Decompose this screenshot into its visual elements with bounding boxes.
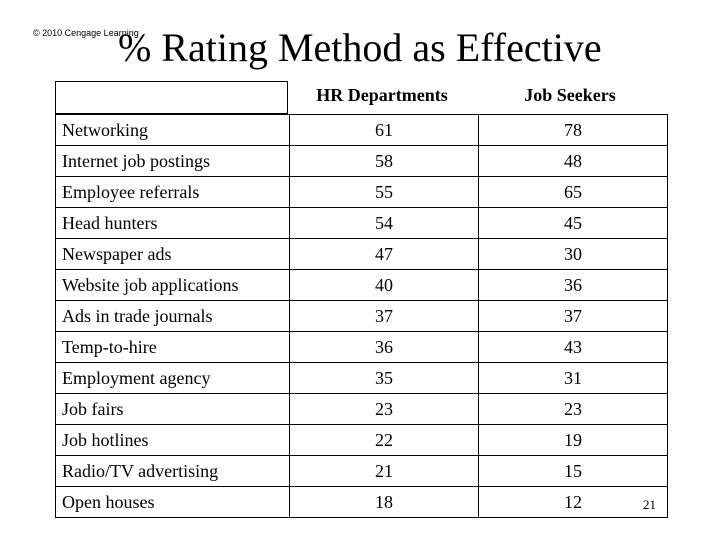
hr-value-cell: 35: [289, 362, 479, 394]
table-row: Internet job postings 58 48: [55, 145, 668, 177]
seekers-value-cell: 23: [478, 393, 668, 425]
hr-value-cell: 18: [289, 486, 479, 518]
column-header-job-seekers: Job Seekers: [524, 85, 616, 105]
seekers-value-cell: 30: [478, 238, 668, 270]
seekers-value-cell: 37: [478, 300, 668, 332]
seekers-value-cell: 45: [478, 207, 668, 239]
hr-value-cell: 40: [289, 269, 479, 301]
method-cell: Networking: [55, 114, 290, 146]
hr-value-cell: 21: [289, 455, 479, 487]
method-cell: Job hotlines: [55, 424, 290, 456]
table-header: HR Departments Job Seekers: [55, 78, 664, 114]
method-cell: Temp-to-hire: [55, 331, 290, 363]
table-row: Open houses 18 12: [55, 486, 668, 518]
table-row: Newspaper ads 47 30: [55, 238, 668, 270]
method-cell: Radio/TV advertising: [55, 455, 290, 487]
method-cell: Head hunters: [55, 207, 290, 239]
hr-value-cell: 54: [289, 207, 479, 239]
table-row: Networking 61 78: [55, 114, 668, 146]
table-row: Employment agency 35 31: [55, 362, 668, 394]
hr-value-cell: 23: [289, 393, 479, 425]
seekers-value-cell: 31: [478, 362, 668, 394]
table-row: Temp-to-hire 36 43: [55, 331, 668, 363]
seekers-value-cell: 65: [478, 176, 668, 208]
seekers-value-cell: 15: [478, 455, 668, 487]
slide-title: % Rating Method as Effective: [118, 25, 602, 70]
method-cell: Employment agency: [55, 362, 290, 394]
method-cell: Job fairs: [55, 393, 290, 425]
page-number: 21: [643, 497, 656, 512]
method-cell: Website job applications: [55, 269, 290, 301]
hr-value-cell: 55: [289, 176, 479, 208]
hr-value-cell: 61: [289, 114, 479, 146]
table-row: Radio/TV advertising 21 15: [55, 455, 668, 487]
seekers-value-cell: 36: [478, 269, 668, 301]
table-row: Employee referrals 55 65: [55, 176, 668, 208]
seekers-value-cell: 43: [478, 331, 668, 363]
ratings-table: Networking 61 78 Internet job postings 5…: [55, 114, 668, 518]
column-header-hr-departments: HR Departments: [316, 85, 448, 105]
method-cell: Newspaper ads: [55, 238, 290, 270]
seekers-value-cell: 78: [478, 114, 668, 146]
hr-value-cell: 58: [289, 145, 479, 177]
table-row: Job hotlines 22 19: [55, 424, 668, 456]
table-row: Head hunters 54 45: [55, 207, 668, 239]
method-cell: Employee referrals: [55, 176, 290, 208]
hr-value-cell: 36: [289, 331, 479, 363]
seekers-value-cell: 19: [478, 424, 668, 456]
header-blank-cell: [55, 81, 288, 114]
method-cell: Open houses: [55, 486, 290, 518]
copyright-notice: © 2010 Cengage Learning: [33, 28, 139, 38]
table-row: Job fairs 23 23: [55, 393, 668, 425]
method-cell: Ads in trade journals: [55, 300, 290, 332]
method-cell: Internet job postings: [55, 145, 290, 177]
hr-value-cell: 22: [289, 424, 479, 456]
hr-value-cell: 47: [289, 238, 479, 270]
seekers-value-cell: 12: [478, 486, 668, 518]
table-row: Ads in trade journals 37 37: [55, 300, 668, 332]
table-row: Website job applications 40 36: [55, 269, 668, 301]
seekers-value-cell: 48: [478, 145, 668, 177]
hr-value-cell: 37: [289, 300, 479, 332]
